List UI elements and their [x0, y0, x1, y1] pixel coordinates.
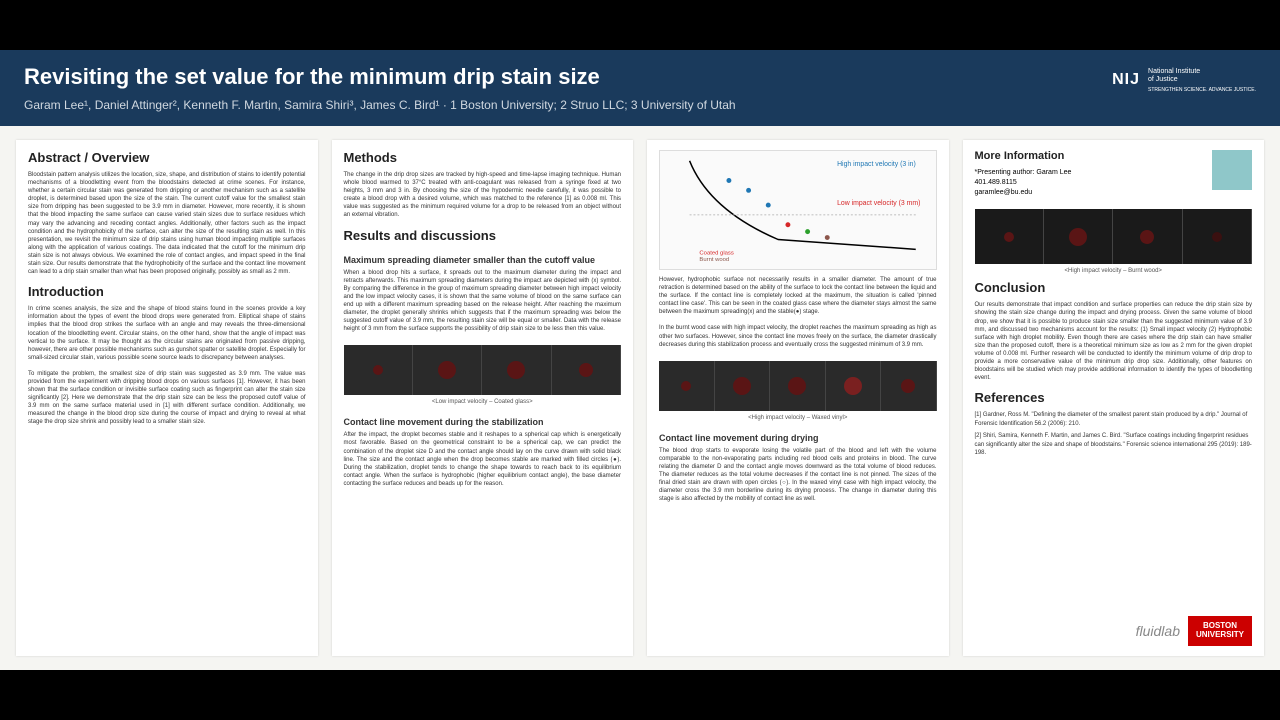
- more-info-block: *Presenting author: Garam Lee 401.489.81…: [975, 168, 1205, 197]
- bu-line2: UNIVERSITY: [1196, 630, 1244, 639]
- abstract-heading: Abstract / Overview: [28, 150, 306, 165]
- presenter-phone: 401.489.8115: [975, 179, 1017, 186]
- photo-strip-burnt-wood: [975, 209, 1253, 264]
- presenter-name: Garam Lee: [1036, 169, 1071, 176]
- col3-body2: In the burnt wood case with high impact …: [659, 324, 937, 348]
- svg-text:Burnt wood: Burnt wood: [699, 257, 729, 263]
- photo-strip-waxed-vinyl: [659, 361, 937, 411]
- methods-heading: Methods: [344, 150, 622, 165]
- results-heading: Results and discussions: [344, 228, 622, 243]
- column-methods-results: Methods The change in the drip drop size…: [332, 140, 634, 656]
- sub3-heading: Contact line movement during drying: [659, 433, 937, 443]
- intro-p1: In crime scenes analysis, the size and t…: [28, 305, 306, 362]
- nij-line1: National Institute: [1148, 68, 1256, 76]
- chart-high-label: High impact velocity (3 in): [837, 161, 916, 168]
- bu-line1: BOSTON: [1203, 621, 1237, 630]
- sub1-body: When a blood drop hits a surface, it spr…: [344, 269, 622, 334]
- more-info-row: More Information *Presenting author: Gar…: [975, 150, 1253, 205]
- nij-text-block: National Institute of Justice STRENGTHEN…: [1148, 68, 1256, 93]
- column-chart-results: High impact velocity (3 in) Low impact v…: [647, 140, 949, 656]
- poster-header: Revisiting the set value for the minimum…: [0, 50, 1280, 126]
- abstract-body: Bloodstain pattern analysis utilizes the…: [28, 171, 306, 276]
- poster-title: Revisiting the set value for the minimum…: [24, 64, 1112, 90]
- col3-body1: However, hydrophobic surface not necessa…: [659, 276, 937, 316]
- references-heading: References: [975, 390, 1253, 405]
- header-right: NIJ National Institute of Justice STRENG…: [1112, 64, 1256, 93]
- caption-low-velocity: <Low impact velocity – Coated glass>: [344, 399, 622, 405]
- conclusion-body: Our results demonstrate that impact cond…: [975, 301, 1253, 382]
- ref-1: [1] Gardner, Ross M. "Defining the diame…: [975, 411, 1253, 428]
- more-info-heading: More Information: [975, 150, 1205, 162]
- intro-p2: To mitigate the problem, the smallest si…: [28, 370, 306, 427]
- caption-burnt-wood: <High impact velocity – Burnt wood>: [975, 268, 1253, 274]
- bu-logo-icon: BOSTON UNIVERSITY: [1188, 616, 1252, 646]
- column-abstract-intro: Abstract / Overview Bloodstain pattern a…: [16, 140, 318, 656]
- intro-heading: Introduction: [28, 284, 306, 299]
- sub3-body: The blood drop starts to evaporate losin…: [659, 447, 937, 504]
- chart-low-label: Low impact velocity (3 mm): [837, 200, 920, 207]
- sub1-heading: Maximum spreading diameter smaller than …: [344, 255, 622, 265]
- sub2-heading: Contact line movement during the stabili…: [344, 417, 622, 427]
- poster-authors: Garam Lee¹, Daniel Attinger², Kenneth F.…: [24, 98, 1112, 112]
- nij-line2: of Justice: [1148, 76, 1256, 84]
- nij-logo-icon: NIJ: [1112, 71, 1140, 89]
- photo-strip-low-velocity: [344, 345, 622, 395]
- sub2-body: After the impact, the droplet becomes st…: [344, 431, 622, 488]
- ref-2: [2] Shiri, Samira, Kenneth F. Martin, an…: [975, 432, 1253, 457]
- presenter-email: garamlee@bu.edu: [975, 189, 1033, 196]
- letterbox-top: [0, 0, 1280, 50]
- presenter-label: *Presenting author:: [975, 169, 1035, 176]
- logos-row: fluidlab BOSTON UNIVERSITY: [975, 606, 1253, 646]
- chart-svg: High impact velocity (3 in) Low impact v…: [660, 151, 936, 269]
- nij-tagline: STRENGTHEN SCIENCE. ADVANCE JUSTICE.: [1148, 87, 1256, 93]
- main-chart: High impact velocity (3 in) Low impact v…: [659, 150, 937, 270]
- conclusion-heading: Conclusion: [975, 280, 1253, 295]
- column-moreinfo-conclusion: More Information *Presenting author: Gar…: [963, 140, 1265, 656]
- svg-text:Coated glass: Coated glass: [699, 250, 733, 256]
- caption-waxed-vinyl: <High impact velocity – Waxed vinyl>: [659, 415, 937, 421]
- header-left: Revisiting the set value for the minimum…: [24, 64, 1112, 112]
- fluidlab-logo-icon: fluidlab: [1136, 623, 1180, 639]
- teal-placeholder-icon: [1212, 150, 1252, 190]
- poster-content: Abstract / Overview Bloodstain pattern a…: [0, 126, 1280, 670]
- methods-body: The change in the drip drop sizes are tr…: [344, 171, 622, 220]
- letterbox-bottom: [0, 670, 1280, 720]
- poster-container: Revisiting the set value for the minimum…: [0, 50, 1280, 670]
